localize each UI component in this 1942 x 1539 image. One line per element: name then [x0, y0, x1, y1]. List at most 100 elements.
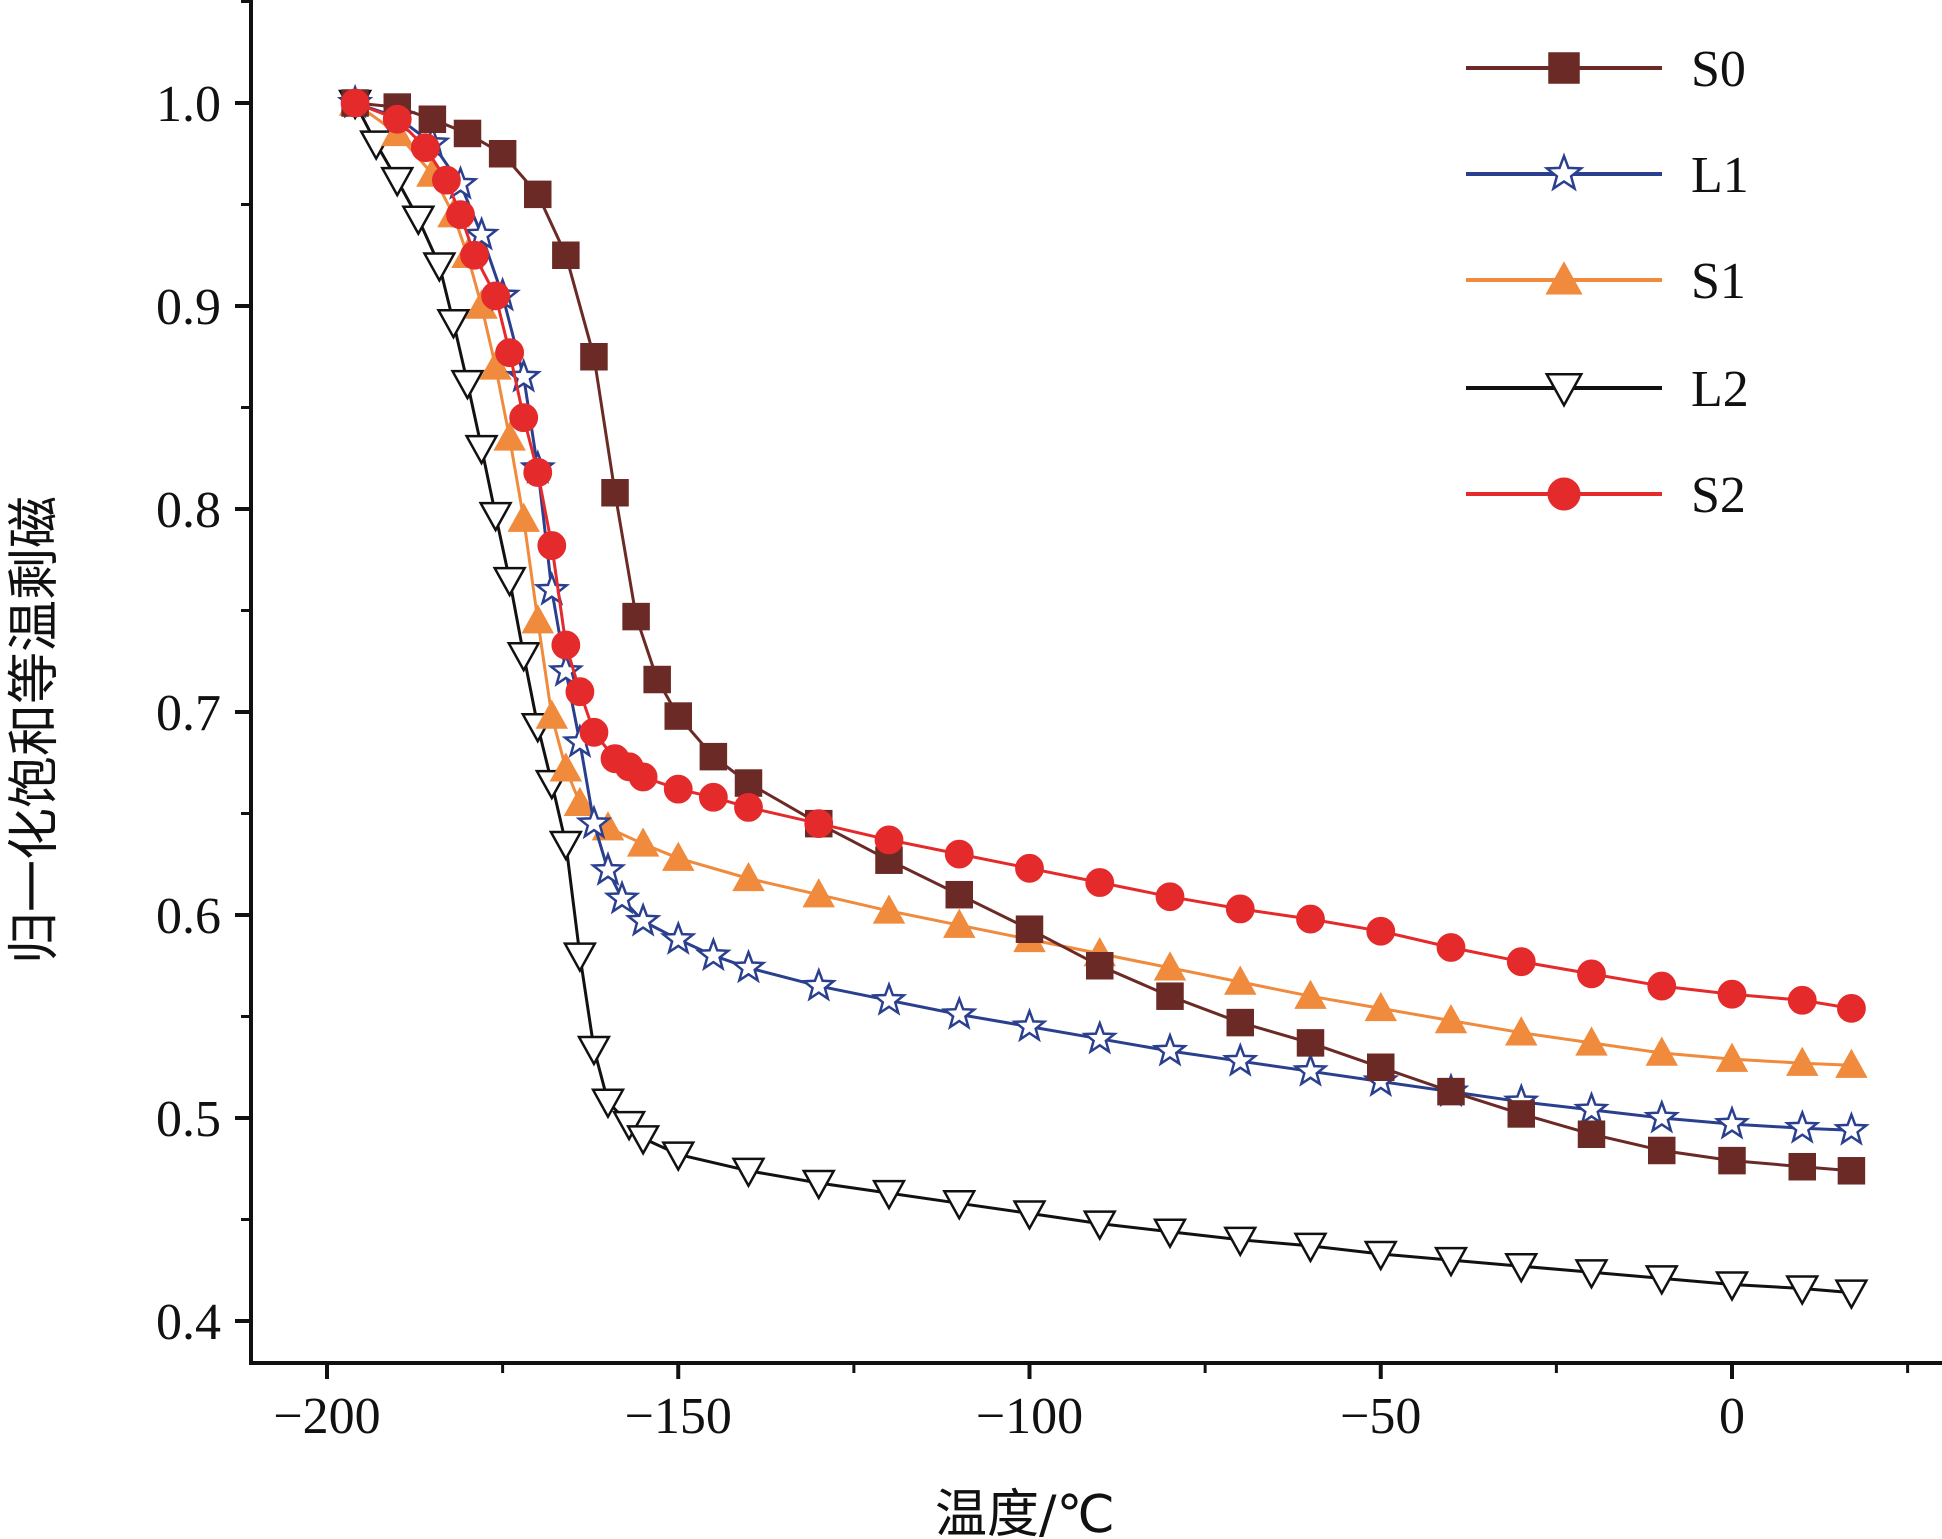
y-tick-label: 0.6	[156, 888, 221, 945]
data-point	[1292, 1052, 1329, 1087]
data-point	[1787, 985, 1817, 1015]
data-point	[1366, 916, 1396, 946]
legend-label: S0	[1691, 41, 1746, 98]
data-point	[945, 880, 973, 909]
legend: S0 L1 S1 L2 S2	[1466, 41, 1749, 524]
data-point	[1086, 952, 1114, 980]
data-point	[450, 369, 485, 401]
data-point	[1544, 372, 1584, 408]
data-point	[1573, 1090, 1610, 1126]
data-point	[1543, 152, 1585, 192]
data-point	[731, 1157, 766, 1189]
data-point	[380, 166, 415, 198]
data-point	[875, 846, 903, 874]
data-point	[493, 421, 526, 451]
data-point	[1221, 1042, 1259, 1077]
data-point	[734, 793, 763, 822]
series-S0	[341, 89, 1866, 1185]
data-point	[800, 966, 838, 1002]
data-point	[436, 309, 471, 340]
data-point	[1837, 1157, 1866, 1185]
data-point	[1153, 951, 1187, 981]
data-point	[488, 140, 517, 168]
x-tick-label: −50	[1340, 1388, 1421, 1445]
data-point	[1506, 947, 1536, 977]
legend-item-L1: L1	[1466, 147, 1749, 204]
series-layer	[336, 83, 1870, 1311]
data-point	[401, 205, 436, 237]
data-point	[1785, 1275, 1820, 1307]
data-point	[1363, 1240, 1398, 1272]
data-point	[622, 602, 650, 631]
data-point	[410, 133, 440, 163]
data-point	[944, 839, 974, 869]
y-tick-label: 1.0	[156, 76, 221, 133]
data-point	[1788, 1152, 1816, 1181]
data-point	[460, 240, 489, 270]
data-point	[1015, 853, 1044, 883]
data-point	[1224, 965, 1257, 995]
y-tick-label: 0.4	[156, 1294, 221, 1351]
legend-label: L2	[1691, 361, 1749, 418]
data-point	[1648, 1136, 1676, 1165]
data-point	[533, 570, 571, 606]
data-point	[1574, 1259, 1609, 1290]
data-point	[464, 434, 499, 466]
data-point	[1643, 1098, 1681, 1134]
data-point	[492, 566, 527, 598]
data-point	[563, 786, 597, 817]
data-point	[418, 105, 447, 133]
data-point	[1504, 1252, 1539, 1284]
legend-label: L1	[1691, 147, 1749, 204]
data-point	[1081, 1019, 1119, 1055]
data-point	[1015, 915, 1044, 943]
data-point	[478, 501, 513, 533]
legend-label: S1	[1691, 253, 1746, 310]
series-S1	[338, 86, 1868, 1078]
data-point	[1714, 1271, 1750, 1302]
data-point	[802, 878, 835, 908]
data-point	[446, 200, 475, 230]
y-tick-label: 0.9	[156, 279, 221, 336]
x-tick-label: −150	[625, 1388, 732, 1445]
data-point	[643, 665, 671, 694]
data-point	[1644, 1265, 1679, 1296]
data-point	[535, 699, 569, 729]
y-tick-label: 0.7	[156, 685, 221, 742]
data-point	[562, 942, 597, 974]
data-point	[1012, 1200, 1047, 1231]
legend-item-S1: S1	[1466, 253, 1746, 310]
data-point	[1434, 1004, 1468, 1034]
data-point	[730, 948, 767, 984]
data-point	[509, 403, 539, 433]
data-point	[943, 908, 976, 938]
series-L2	[338, 89, 1869, 1311]
data-point	[732, 861, 765, 892]
data-point	[1364, 991, 1397, 1022]
data-point	[661, 1141, 696, 1173]
x-tick-label: 0	[1719, 1388, 1745, 1445]
data-point	[1713, 1104, 1751, 1140]
data-point	[1715, 1042, 1749, 1072]
data-point	[548, 830, 583, 862]
x-axis-ticks: −200 −150 −100 −50 0	[273, 1363, 1910, 1445]
data-point	[1294, 979, 1327, 1009]
data-point	[1837, 993, 1866, 1023]
data-point	[547, 652, 585, 687]
data-point	[1152, 1218, 1188, 1250]
data-point	[1293, 1232, 1328, 1264]
data-point	[624, 901, 662, 937]
data-point	[340, 88, 370, 118]
data-point	[524, 180, 552, 209]
data-point	[552, 241, 580, 269]
data-point	[1436, 933, 1466, 962]
data-point	[523, 458, 553, 487]
data-point	[1296, 1029, 1325, 1057]
y-tick-label: 0.8	[156, 482, 221, 539]
data-point	[804, 809, 834, 839]
y-tick-label: 0.5	[156, 1091, 221, 1148]
data-point	[579, 717, 609, 747]
data-point	[1296, 904, 1325, 934]
data-point	[453, 119, 482, 148]
